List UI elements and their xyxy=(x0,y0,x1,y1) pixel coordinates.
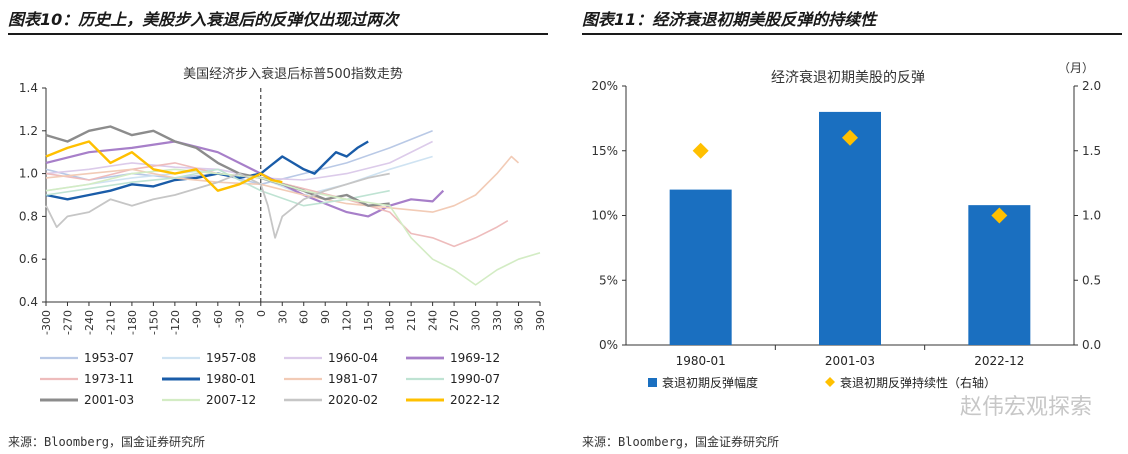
x-tick-label: 90 xyxy=(319,310,332,324)
right-figure-title: 图表11：经济衰退初期美股反弹的持续性 xyxy=(582,10,877,29)
bar-2001-03 xyxy=(819,111,881,346)
x-tick-label: 300 xyxy=(470,310,483,331)
right-y-tick-label: 0.0 xyxy=(1082,338,1101,352)
x-tick-label: 0 xyxy=(255,310,268,317)
chart-title: 美国经济步入衰退后标普500指数走势 xyxy=(183,66,403,82)
legend-label: 1980-01 xyxy=(206,372,256,386)
legend-label: 1960-04 xyxy=(328,351,378,365)
x-tick-label: -210 xyxy=(104,310,117,335)
legend-label: 2022-12 xyxy=(450,393,500,407)
legend-label: 1953-07 xyxy=(84,351,134,365)
left-y-tick-label: 15% xyxy=(591,144,618,158)
x-tick-label: 1980-01 xyxy=(676,354,726,368)
legend-label: 1973-11 xyxy=(84,372,134,386)
y-tick-label: 1.2 xyxy=(19,124,38,138)
legend-label: 2001-03 xyxy=(84,393,134,407)
x-tick-label: -120 xyxy=(169,310,182,335)
marker-2001-03 xyxy=(842,129,858,146)
marker-1980-01 xyxy=(692,142,709,159)
legend-label: 2007-12 xyxy=(206,393,256,407)
marker-2022-12 xyxy=(991,207,1008,224)
series-line-2022-12 xyxy=(45,140,283,192)
legend-label: 2020-02 xyxy=(328,393,378,407)
y-tick-label: 0.8 xyxy=(19,209,38,223)
legend-swatch-marker xyxy=(825,377,835,387)
series-line-2020-02 xyxy=(45,172,390,239)
legend-label: 1990-07 xyxy=(450,372,500,386)
y-tick-label: 1.0 xyxy=(19,167,38,181)
x-tick-label: -270 xyxy=(61,310,74,335)
x-tick-label: 120 xyxy=(341,310,354,331)
x-tick-label: 360 xyxy=(513,310,526,331)
left-source: 来源：Bloomberg，国金证券研究所 xyxy=(8,435,206,449)
left-y-tick-label: 20% xyxy=(591,79,618,93)
right-y-tick-label: 1.0 xyxy=(1082,209,1101,223)
right-source: 来源：Bloomberg，国金证券研究所 xyxy=(582,435,780,449)
series-line-1990-07 xyxy=(45,168,390,207)
x-tick-label: -240 xyxy=(83,310,96,335)
right-y-tick-label: 0.5 xyxy=(1082,273,1101,287)
x-tick-label: -90 xyxy=(190,310,203,328)
x-tick-label: -300 xyxy=(40,310,53,335)
series-line-2007-12 xyxy=(45,168,541,286)
legend-label: 1969-12 xyxy=(450,351,500,365)
legend-label: 衰退初期反弹幅度 xyxy=(662,375,758,390)
x-tick-label: 2022-12 xyxy=(974,354,1024,368)
y-tick-label: 1.4 xyxy=(19,81,38,95)
right-y-tick-label: 1.5 xyxy=(1082,144,1101,158)
legend-swatch-bars xyxy=(648,378,657,387)
right-y-tick-label: 2.0 xyxy=(1082,79,1101,93)
left-title-rule xyxy=(8,33,548,35)
x-tick-label: -180 xyxy=(126,310,139,335)
x-tick-label: -60 xyxy=(212,310,225,328)
bar-2022-12 xyxy=(968,205,1031,345)
right-axis-unit: （月） xyxy=(1058,61,1094,75)
right-bar-chart: 经济衰退初期美股的反弹 （月） 0% 5% 10% 15% 20% 0.0 0.5 1.0 1.5 2… xyxy=(591,61,1101,390)
x-tick-label: 2001-03 xyxy=(825,354,875,368)
series-line-2001-03 xyxy=(45,125,390,207)
x-tick-label: 180 xyxy=(384,310,397,331)
x-tick-label: -30 xyxy=(233,310,246,328)
x-tick-label: 390 xyxy=(534,310,547,331)
left-line-chart: 美国经济步入衰退后标普500指数走势0.40.60.81.01.21.4-300… xyxy=(19,66,547,407)
watermark-text: 赵伟宏观探索 xyxy=(959,395,1092,420)
x-tick-label: 270 xyxy=(448,310,461,331)
x-tick-label: 30 xyxy=(276,310,289,324)
x-tick-label: -150 xyxy=(147,310,160,335)
left-y-tick-label: 10% xyxy=(591,209,618,223)
left-y-tick-label: 5% xyxy=(599,273,618,287)
right-title-rule xyxy=(582,33,1122,35)
x-tick-label: 60 xyxy=(298,310,311,324)
y-tick-label: 0.6 xyxy=(19,252,38,266)
bar-1980-01 xyxy=(669,189,732,345)
legend-label: 衰退初期反弹持续性（右轴） xyxy=(840,375,996,390)
left-figure-title: 图表10：历史上，美股步入衰退后的反弹仅出现过两次 xyxy=(8,10,399,29)
chart-title: 经济衰退初期美股的反弹 xyxy=(771,69,925,86)
x-tick-label: 210 xyxy=(405,310,418,331)
legend-label: 1957-08 xyxy=(206,351,256,365)
left-y-tick-label: 0% xyxy=(599,338,618,352)
x-tick-label: 240 xyxy=(427,310,440,331)
x-tick-label: 330 xyxy=(491,310,504,331)
x-tick-label: 150 xyxy=(362,310,375,331)
y-tick-label: 0.4 xyxy=(19,295,38,309)
legend-label: 1981-07 xyxy=(328,372,378,386)
